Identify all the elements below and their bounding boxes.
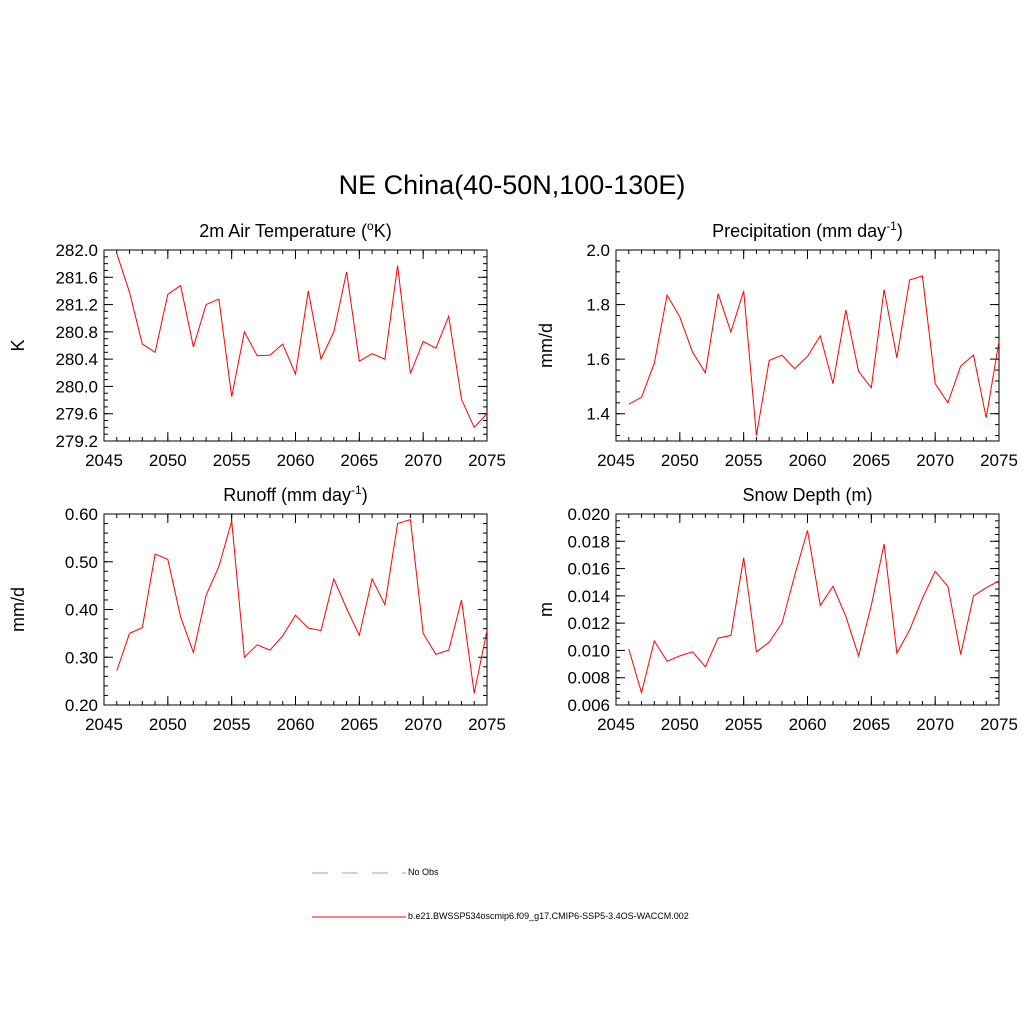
y-axis-label: K (8, 339, 28, 351)
x-tick-label: 2070 (404, 451, 442, 470)
x-tick-label: 2070 (404, 715, 442, 734)
x-tick-label: 2060 (789, 715, 827, 734)
y-tick-label: 0.50 (65, 553, 98, 572)
y-axis-label: mm/d (536, 323, 556, 368)
y-tick-label: 1.6 (586, 350, 610, 369)
y-tick-label: 1.4 (586, 405, 610, 424)
y-axis-label: mm/d (8, 587, 28, 632)
x-tick-label: 2075 (468, 715, 506, 734)
y-tick-label: 1.8 (586, 296, 610, 315)
y-tick-label: 0.008 (567, 669, 610, 688)
x-tick-label: 2055 (725, 715, 763, 734)
x-tick-label: 2055 (213, 451, 251, 470)
y-tick-label: 0.30 (65, 648, 98, 667)
y-tick-label: 280.8 (55, 323, 98, 342)
y-tick-label: 0.60 (65, 505, 98, 524)
y-axis-label: m (536, 602, 556, 617)
y-tick-label: 282.0 (55, 241, 98, 260)
x-tick-label: 2055 (725, 451, 763, 470)
x-tick-label: 2075 (980, 715, 1018, 734)
x-tick-label: 2060 (277, 715, 315, 734)
x-tick-label: 2045 (85, 715, 123, 734)
x-tick-label: 2065 (852, 715, 890, 734)
legend (312, 872, 406, 918)
x-tick-label: 2065 (340, 715, 378, 734)
plot-frame (103, 249, 488, 442)
panel-runoff: 0.20 0.30 0.40 0.50 0.60 2045 2050 2055 2060 2065… (8, 483, 506, 734)
y-tick-label: 281.6 (55, 268, 98, 287)
y-tick-label: 0.020 (567, 505, 610, 524)
panel-snow-depth: 0.006 0.008 0.010 0.012 0.014 0.016 0.018 0.020… (536, 485, 1018, 734)
x-tick-label: 2075 (980, 451, 1018, 470)
x-tick-label: 2065 (852, 451, 890, 470)
x-tick-label: 2060 (789, 451, 827, 470)
x-tick-label: 2050 (661, 715, 699, 734)
y-tick-label: 0.40 (65, 601, 98, 620)
legend-model-label: b.e21.BWSSP534oscmip6.f09_g17.CMIP6-SSP5… (408, 911, 689, 921)
x-tick-label: 2070 (916, 451, 954, 470)
panel-air-temperature: 279.2 279.6 280.0 280.4 280.8 281.2 281.6 282.0… (8, 219, 506, 470)
y-tick-label: 0.010 (567, 641, 610, 660)
panel-title: Precipitation (mm day-1) (712, 219, 903, 241)
y-tick-label: 280.4 (55, 350, 98, 369)
plot-frame (615, 249, 1000, 442)
series-line (116, 519, 488, 694)
y-tick-label: 280.0 (55, 377, 98, 396)
plot-frame (615, 513, 1000, 706)
x-tick-label: 2045 (85, 451, 123, 470)
panel-title: Runoff (mm day-1) (223, 483, 367, 505)
x-tick-label: 2050 (149, 451, 187, 470)
series-line (116, 253, 488, 429)
x-tick-label: 2050 (661, 451, 699, 470)
panel-precipitation: 1.4 1.6 1.8 2.0 2045 2050 2055 2060 2065 2070 2075… (536, 219, 1018, 470)
y-tick-label: 279.6 (55, 405, 98, 424)
y-tick-label: 0.006 (567, 696, 610, 715)
y-tick-label: 0.012 (567, 614, 610, 633)
panel-title: 2m Air Temperature (oK) (199, 219, 391, 241)
y-tick-label: 281.2 (55, 296, 98, 315)
legend-obs-label: No Obs (408, 867, 439, 877)
y-tick-label: 2.0 (586, 241, 610, 260)
y-tick-label: 0.20 (65, 696, 98, 715)
x-tick-label: 2065 (340, 451, 378, 470)
y-tick-label: 279.2 (55, 432, 98, 451)
plot-frame (103, 513, 488, 706)
main-title: NE China(40-50N,100-130E) (338, 170, 686, 200)
x-tick-label: 2070 (916, 715, 954, 734)
y-tick-label: 0.014 (567, 587, 610, 606)
x-tick-label: 2060 (277, 451, 315, 470)
series-line (628, 530, 1000, 695)
series-line (628, 275, 1000, 436)
x-tick-label: 2045 (597, 451, 635, 470)
x-tick-label: 2075 (468, 451, 506, 470)
x-tick-label: 2050 (149, 715, 187, 734)
y-tick-label: 0.018 (567, 532, 610, 551)
x-tick-label: 2055 (213, 715, 251, 734)
x-tick-label: 2045 (597, 715, 635, 734)
panel-title: Snow Depth (m) (742, 485, 872, 505)
y-tick-label: 0.016 (567, 560, 610, 579)
